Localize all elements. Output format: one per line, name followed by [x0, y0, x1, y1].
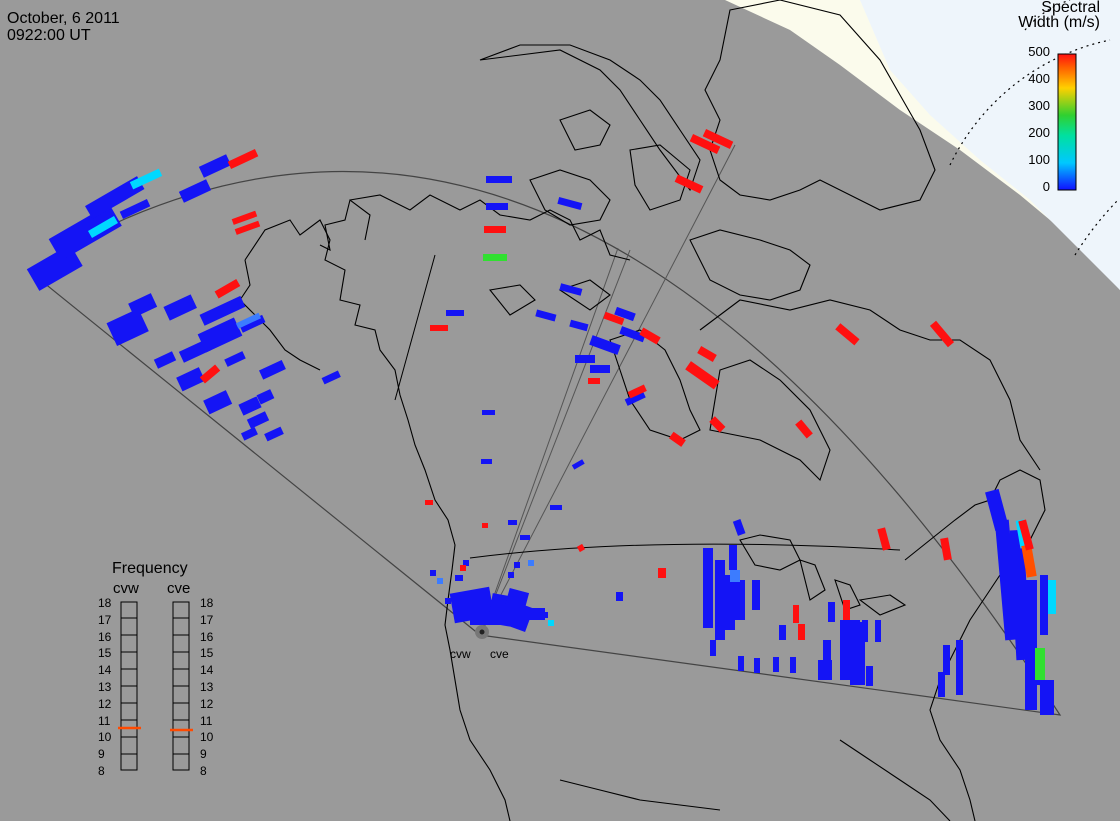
radar-scatter-orange	[1021, 544, 1037, 578]
frequency-tick-left: 18	[98, 596, 112, 610]
latitude-circle	[1074, 199, 1119, 256]
frequency-tick-left: 12	[98, 696, 112, 711]
colorbar-tick: 300	[1028, 98, 1050, 113]
frequency-tick-left: 15	[98, 646, 112, 661]
colorbar-tick: 200	[1028, 125, 1050, 140]
fov-beam-boundary	[479, 249, 631, 636]
frequency-tick-right: 15	[200, 646, 214, 661]
frequency-tick-right: 9	[200, 747, 207, 762]
frequency-tick-left: 9	[98, 747, 105, 762]
colorbar-tick: 500	[1028, 44, 1050, 59]
fov-beam-boundary	[479, 144, 736, 636]
colorbar	[1057, 53, 1077, 191]
fov-beam-boundary	[479, 247, 619, 636]
frequency-tick-left: 14	[98, 663, 112, 678]
frequency-label-cvw: cvw	[113, 580, 139, 597]
radar-scatter-low	[26, 154, 1054, 715]
colorbar-tick: 100	[1028, 152, 1050, 167]
radar-scatter-mid	[88, 168, 1056, 626]
freq-tick-lines	[121, 617, 189, 755]
political-borders	[394, 254, 901, 559]
frequency-tick-right: 13	[200, 680, 214, 694]
radar-site-center	[479, 629, 485, 635]
frequency-tick-right: 11	[200, 713, 213, 728]
polar-region	[860, 0, 1120, 290]
radar-scatter-green	[483, 254, 1045, 680]
colorbar-tick: 0	[1042, 179, 1050, 194]
colorbar-tick: 400	[1028, 71, 1050, 86]
frequency-tick-left: 11	[98, 713, 111, 728]
frequency-tick-left: 16	[98, 629, 112, 644]
colorbar-title: Spectral Width (m/s)	[1018, 0, 1100, 31]
colorbar-title-line2: Width (m/s)	[1018, 14, 1100, 31]
frequency-tick-right: 10	[200, 730, 214, 745]
frequency-tick-right: 8	[200, 764, 207, 778]
colorbar-title-line1: Spectral	[1041, 0, 1100, 16]
site-label-cve: cve	[490, 647, 509, 661]
frequency-tick-right: 18	[200, 596, 214, 610]
frequency-tick-right: 17	[200, 612, 214, 627]
radar-scatter-steel	[235, 312, 740, 584]
frequency-tick-left: 10	[98, 730, 112, 745]
frequency-title: Frequency	[112, 560, 188, 577]
frequency-label-cve: cve	[167, 580, 191, 597]
frequency-tick-left: 8	[98, 764, 105, 778]
date-label: October, 6 2011	[7, 10, 120, 27]
field-of-view-outline	[26, 170, 1062, 716]
coastlines	[239, 0, 1046, 821]
frequency-panel	[120, 601, 190, 771]
site-label-cvw: cvw	[450, 647, 471, 661]
frequency-tick-left: 17	[98, 612, 112, 627]
radar-scatter-high	[199, 129, 1034, 640]
time-label: 0922:00 UT	[7, 27, 91, 44]
frequency-tick-left: 13	[98, 680, 112, 694]
frequency-tick-right: 14	[200, 663, 214, 678]
frequency-tick-right: 16	[200, 629, 214, 644]
frequency-tick-right: 12	[200, 696, 214, 711]
